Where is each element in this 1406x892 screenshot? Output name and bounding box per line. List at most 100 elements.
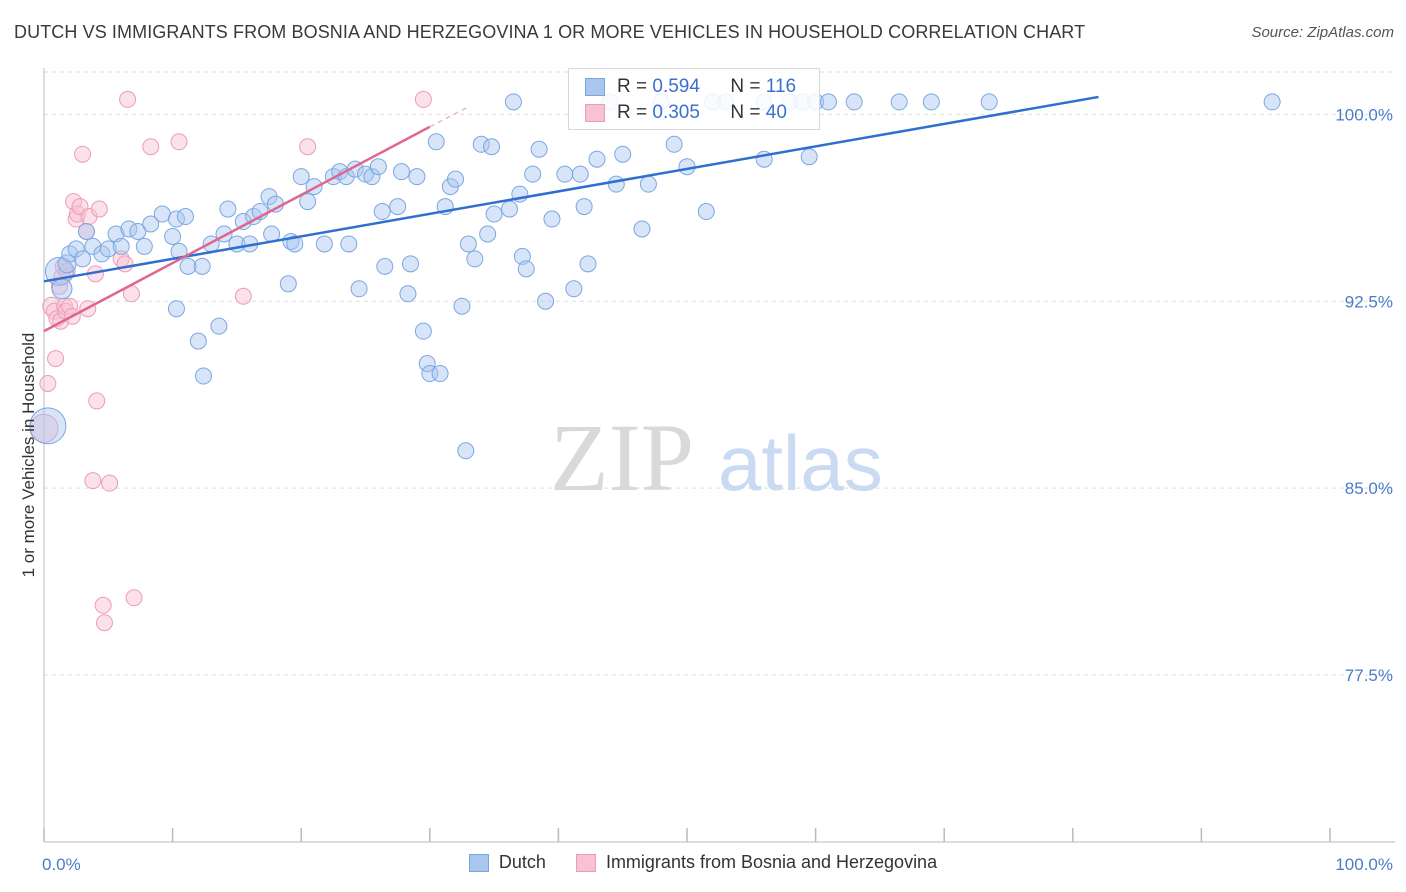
dutch-n-label: N = xyxy=(730,76,761,97)
dutch-point xyxy=(614,145,632,163)
x-tick-labels: 0.0% 100.0% xyxy=(42,855,1393,874)
bosnia-point xyxy=(414,90,432,108)
dutch-point xyxy=(501,200,519,218)
bosnia-swatch xyxy=(585,104,605,122)
dutch-point xyxy=(485,205,503,223)
bosnia-r-label: R = xyxy=(617,102,648,123)
dutch-point xyxy=(466,250,484,268)
dutch-point xyxy=(431,365,449,383)
source-label: Source: ZipAtlas.com xyxy=(1251,24,1394,41)
dutch-r-label: R = xyxy=(617,76,648,97)
dutch-point xyxy=(51,278,73,300)
dutch-point xyxy=(373,203,391,221)
dutch-point xyxy=(980,93,998,111)
dutch-point xyxy=(457,442,475,460)
y-axis-label: 1 or more Vehicles in Household xyxy=(19,333,38,578)
dutch-point xyxy=(453,297,471,315)
dutch-point xyxy=(447,170,465,188)
dutch-point xyxy=(194,367,212,385)
dutch-point xyxy=(74,250,92,268)
dutch-point xyxy=(607,175,625,193)
dutch-point xyxy=(176,208,194,226)
bosnia-legend-label: Immigrants from Bosnia and Herzegovina xyxy=(605,852,938,872)
dutch-point xyxy=(579,255,597,273)
dutch-point xyxy=(633,220,651,238)
legend-item-dutch[interactable]: Dutch xyxy=(468,852,546,873)
bosnia-point xyxy=(39,374,57,392)
legend-row-dutch: R = 0.594 N = 116 xyxy=(585,75,796,99)
dutch-point xyxy=(292,168,310,186)
dutch-point xyxy=(472,135,490,153)
dutch-point xyxy=(350,280,368,298)
dutch-r-value: 0.594 xyxy=(652,76,700,97)
legend-item-bosnia[interactable]: Immigrants from Bosnia and Herzegovina xyxy=(575,852,938,873)
dutch-point xyxy=(408,168,426,186)
dutch-point xyxy=(427,133,445,151)
dutch-n-value: 116 xyxy=(765,76,797,97)
bosnia-point xyxy=(142,138,160,156)
bosnia-n-label: N = xyxy=(730,102,761,123)
dutch-legend-label: Dutch xyxy=(498,852,546,872)
dutch-point xyxy=(142,215,160,233)
dutch-point xyxy=(179,257,197,275)
dutch-point xyxy=(800,148,818,166)
dutch-point xyxy=(210,317,228,335)
dutch-point xyxy=(376,257,394,275)
dutch-point xyxy=(517,260,535,278)
bosnia-point xyxy=(94,596,112,614)
bosnia-point xyxy=(170,133,188,151)
bosnia-n-value: 40 xyxy=(765,102,787,123)
dutch-point xyxy=(565,280,583,298)
dutch-point xyxy=(369,158,387,176)
dutch-point xyxy=(99,240,117,258)
bosnia-point xyxy=(116,255,134,273)
dutch-point xyxy=(543,210,561,228)
dutch-point xyxy=(504,93,522,111)
y-tick-label-3: 77.5% xyxy=(1345,666,1393,685)
dutch-point xyxy=(279,275,297,293)
x-tick-label-1: 100.0% xyxy=(1335,855,1393,874)
bosnia-trend-extension xyxy=(429,106,469,128)
bosnia-point xyxy=(47,350,65,368)
dutch-point xyxy=(571,165,589,183)
watermark-zip: ZIP xyxy=(550,404,694,511)
stats-legend: R = 0.594 N = 116 R = 0.305 N = 40 xyxy=(568,68,820,130)
dutch-swatch xyxy=(585,78,605,96)
dutch-point xyxy=(340,235,358,253)
dutch-point xyxy=(575,198,593,216)
bosnia-point xyxy=(90,200,108,218)
y-tick-labels: 100.0% 92.5% 85.0% 77.5% xyxy=(1335,105,1393,685)
dutch-point xyxy=(530,140,548,158)
dutch-point xyxy=(697,203,715,221)
dutch-point xyxy=(524,165,542,183)
legend-row-bosnia: R = 0.305 N = 40 xyxy=(585,101,787,125)
dutch-point xyxy=(389,198,407,216)
series-legend: Dutch Immigrants from Bosnia and Herzego… xyxy=(0,852,1406,873)
dutch-point xyxy=(845,93,863,111)
bosnia-point xyxy=(119,90,137,108)
chart-title: DUTCH VS IMMIGRANTS FROM BOSNIA AND HERZ… xyxy=(14,22,1086,42)
dutch-point xyxy=(537,292,555,310)
dutch-point xyxy=(393,163,411,181)
dutch-point xyxy=(819,93,837,111)
dutch-point xyxy=(399,285,417,303)
dutch-point xyxy=(556,165,574,183)
dutch-point xyxy=(167,300,185,318)
bosnia-trend-line xyxy=(43,125,431,333)
y-tick-label-2: 85.0% xyxy=(1345,479,1393,498)
bosnia-point xyxy=(88,392,106,410)
dutch-point xyxy=(135,237,153,255)
bosnia-point xyxy=(299,138,317,156)
watermark: ZIP atlas xyxy=(550,404,883,511)
dutch-point xyxy=(299,193,317,211)
dutch-point xyxy=(67,240,85,258)
bosnia-point xyxy=(84,472,102,490)
dutch-legend-swatch xyxy=(468,853,489,872)
dutch-point xyxy=(459,235,477,253)
dutch-point xyxy=(421,365,439,383)
dutch-point xyxy=(286,235,304,253)
dutch-point xyxy=(418,355,436,373)
trend-lines xyxy=(43,95,1099,333)
dutch-point xyxy=(363,168,381,186)
